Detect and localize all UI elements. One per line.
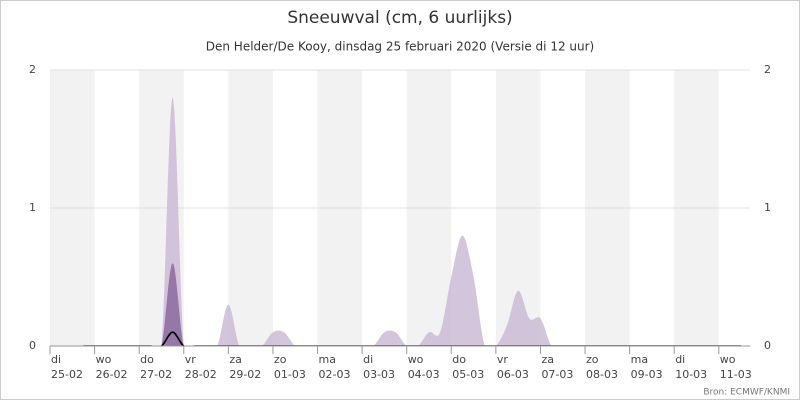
x-tick-label: zo 01-03 xyxy=(274,353,306,381)
y-tick-label: 1 xyxy=(29,201,36,214)
x-tick-label: ma 09-03 xyxy=(631,353,663,381)
x-tick-label: zo 08-03 xyxy=(586,353,618,381)
x-tick-label: do 27-02 xyxy=(140,353,172,381)
x-tick-label: di 10-03 xyxy=(675,353,707,381)
x-tick-label: za 07-03 xyxy=(541,353,573,381)
y2-tick-label: 0 xyxy=(764,339,771,352)
y2-tick-label: 2 xyxy=(764,63,771,76)
x-tick-label: za 29-02 xyxy=(229,353,261,381)
x-tick-label: wo 26-02 xyxy=(96,353,128,381)
x-tick-label: wo 04-03 xyxy=(408,353,440,381)
x-tick-label: di 25-02 xyxy=(51,353,83,381)
y-tick-label: 0 xyxy=(29,339,36,352)
x-tick-label: di 03-03 xyxy=(363,353,395,381)
x-tick-label: vr 06-03 xyxy=(497,353,529,381)
x-tick-label: wo 11-03 xyxy=(720,353,752,381)
chart-title: Sneeuwval (cm, 6 uurlijks) xyxy=(287,8,512,28)
chart-subtitle: Den Helder/De Kooy, dinsdag 25 februari … xyxy=(206,40,594,54)
y-tick-label: 2 xyxy=(29,63,36,76)
credit: Bron: ECMWF/KNMI xyxy=(703,388,790,398)
x-tick-label: vr 28-02 xyxy=(185,353,217,381)
x-tick-label: do 05-03 xyxy=(452,353,484,381)
y2-tick-label: 1 xyxy=(764,201,771,214)
x-tick-label: ma 02-03 xyxy=(319,353,351,381)
